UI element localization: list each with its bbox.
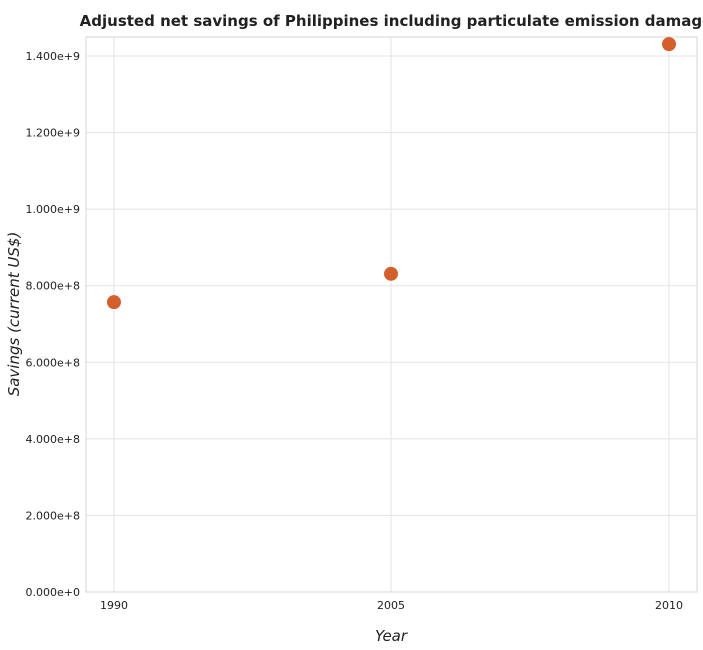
chart-title: Adjusted net savings of Philippines incl… [80,12,703,30]
y-tick-label: 2.000e+8 [26,509,80,522]
data-point [384,266,398,281]
y-tick-label: 1.400e+9 [26,50,80,63]
data-point [662,37,676,52]
x-axis-label: Year [375,627,408,645]
x-tick-label: 2005 [377,599,405,612]
y-tick-label: 1.200e+9 [26,127,80,140]
y-tick-label: 4.000e+8 [26,433,80,446]
data-points [107,37,676,310]
x-tick-labels: 1990 2005 2010 [100,599,683,612]
y-tick-label: 0.000e+0 [26,586,80,599]
x-tick-label: 1990 [100,599,128,612]
data-point [107,295,121,310]
plot-frame [85,36,698,593]
x-tick-label: 2010 [655,599,683,612]
y-tick-label: 8.000e+8 [26,280,80,293]
y-axis-label: Savings (current US$) [5,232,23,397]
y-tick-label: 6.000e+8 [26,356,80,369]
grid-lines [86,37,697,593]
y-tick-labels: 0.000e+0 2.000e+8 4.000e+8 6.000e+8 8.000e+8… [26,50,80,599]
y-tick-label: 1.000e+9 [26,203,80,216]
